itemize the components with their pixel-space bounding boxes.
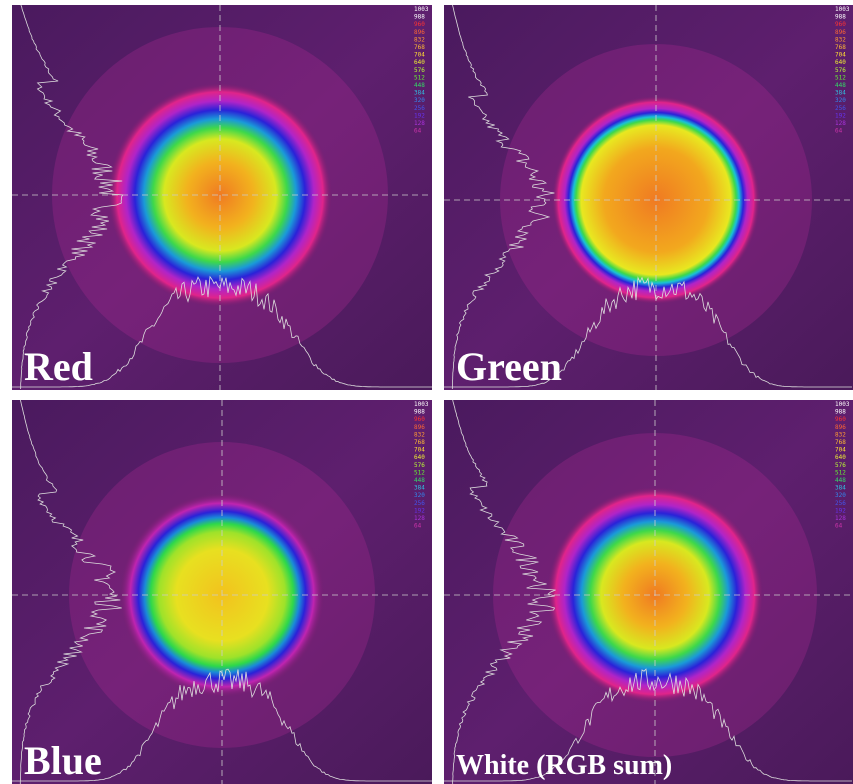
scale-label: 704: [414, 52, 425, 59]
scale-label: 988: [835, 409, 846, 416]
scale-label: 988: [414, 14, 425, 21]
scale-label: 960: [414, 21, 425, 28]
scale-label: 960: [414, 416, 425, 423]
scale-label: 512: [414, 469, 425, 476]
scale-label: 256: [835, 105, 846, 112]
scale-label: 960: [835, 416, 846, 423]
scale-label: 704: [414, 447, 425, 454]
scale-label: 1003: [835, 401, 850, 408]
scale-label: 896: [835, 29, 846, 36]
scale-label: 832: [835, 36, 846, 43]
scale-label: 576: [835, 462, 846, 469]
panel: 1003988960896832768704640576512448384320…: [12, 400, 432, 784]
scale-label: 128: [835, 120, 846, 127]
scale-label: 1003: [414, 6, 429, 13]
scale-label: 768: [835, 439, 846, 446]
scale-label: 128: [414, 120, 425, 127]
scale-label: 128: [414, 515, 425, 522]
scale-label: 576: [414, 67, 425, 74]
scale-label: 448: [414, 477, 425, 484]
scale-label: 1003: [414, 401, 429, 408]
scale-label: 192: [835, 112, 846, 119]
scale-label: 896: [835, 424, 846, 431]
scale-label: 320: [414, 97, 425, 104]
scale-label: 832: [414, 36, 425, 43]
scale-label: 384: [835, 90, 846, 97]
scale-label: 512: [835, 469, 846, 476]
scale-label: 704: [835, 447, 846, 454]
scale-label: 64: [414, 128, 422, 135]
scale-label: 640: [835, 59, 846, 66]
scale-label: 192: [414, 507, 425, 514]
scale-label: 640: [414, 59, 425, 66]
scale-label: 64: [835, 523, 843, 530]
scale-label: 192: [414, 112, 425, 119]
panel-label: Blue: [24, 738, 102, 783]
scale-label: 576: [835, 67, 846, 74]
scale-label: 384: [835, 485, 846, 492]
scale-label: 640: [835, 454, 846, 461]
scale-label: 768: [414, 439, 425, 446]
scale-label: 768: [414, 44, 425, 51]
scale-label: 988: [414, 409, 425, 416]
scale-label: 64: [835, 128, 843, 135]
figure: 1003988960896832768704640576512448384320…: [0, 0, 853, 784]
scale-label: 128: [835, 515, 846, 522]
panel-label: Red: [24, 344, 93, 389]
scale-label: 448: [835, 477, 846, 484]
scale-label: 640: [414, 454, 425, 461]
panel: 1003988960896832768704640576512448384320…: [12, 5, 432, 390]
panel-label: White (RGB sum): [456, 750, 672, 781]
scale-label: 512: [414, 74, 425, 81]
scale-label: 1003: [835, 6, 850, 13]
panel: 1003988960896832768704640576512448384320…: [444, 5, 853, 390]
scale-label: 896: [414, 29, 425, 36]
scale-label: 320: [835, 97, 846, 104]
scale-label: 256: [835, 500, 846, 507]
scale-label: 192: [835, 507, 846, 514]
scale-label: 320: [835, 492, 846, 499]
scale-label: 320: [414, 492, 425, 499]
scale-label: 384: [414, 485, 425, 492]
scale-label: 988: [835, 14, 846, 21]
scale-label: 576: [414, 462, 425, 469]
scale-label: 448: [414, 82, 425, 89]
scale-label: 832: [414, 431, 425, 438]
scale-label: 704: [835, 52, 846, 59]
panel-label: Green: [456, 344, 562, 389]
panel: 1003988960896832768704640576512448384320…: [444, 400, 853, 784]
scale-label: 448: [835, 82, 846, 89]
scale-label: 960: [835, 21, 846, 28]
scale-label: 896: [414, 424, 425, 431]
scale-label: 256: [414, 105, 425, 112]
scale-label: 512: [835, 74, 846, 81]
scale-label: 64: [414, 523, 422, 530]
scale-label: 384: [414, 90, 425, 97]
scale-label: 256: [414, 500, 425, 507]
scale-label: 832: [835, 431, 846, 438]
scale-label: 768: [835, 44, 846, 51]
